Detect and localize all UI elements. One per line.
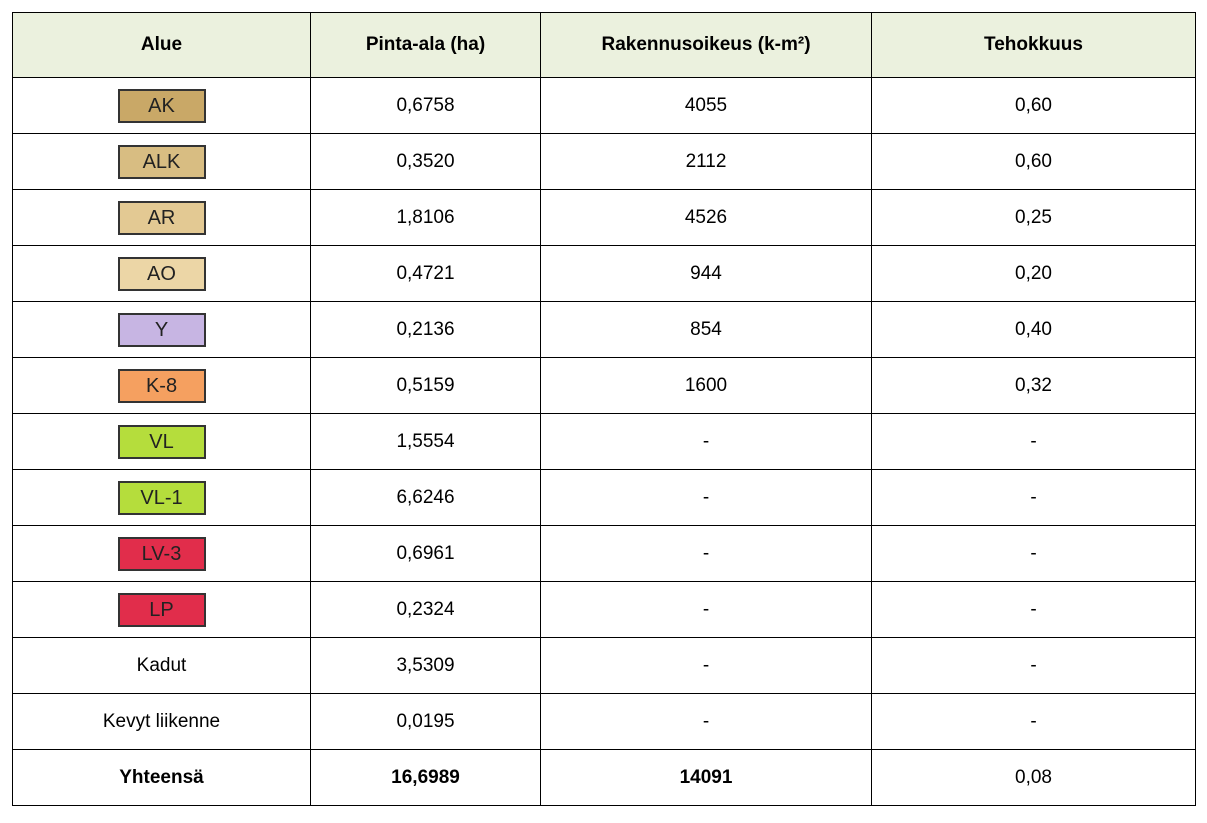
area-table: Alue Pinta-ala (ha) Rakennusoikeus (k-m²) T… (12, 12, 1196, 806)
value-cell: 4526 (540, 189, 872, 246)
header-cell: Tehokkuus (871, 12, 1196, 78)
header-cell: Pinta-ala (ha) (310, 12, 541, 78)
value-cell: 854 (540, 301, 872, 358)
value-cell: 1,5554 (310, 413, 541, 470)
area-cell: ALK (12, 133, 311, 190)
table-row: Kevyt liikenne 0,0195- - (12, 693, 1196, 750)
area-badge: VL (117, 424, 206, 459)
table-row: VL-1 6,6246- - (12, 469, 1196, 526)
area-badge: VL-1 (117, 480, 206, 515)
value-cell: 0,6758 (310, 77, 541, 134)
area-cell: Y (12, 301, 311, 358)
area-badge: AR (117, 200, 206, 235)
table-row: AR 1,8106 4526 0,25 (12, 189, 1196, 246)
table-header: Alue Pinta-ala (ha) Rakennusoikeus (k-m²) T… (12, 12, 1196, 78)
table-row: AO 0,4721 944 0,20 (12, 245, 1196, 302)
value-cell: 0,5159 (310, 357, 541, 414)
value-cell: - (871, 581, 1196, 638)
value-cell: 14091 (540, 749, 872, 806)
table-row: K-8 0,5159 1600 0,32 (12, 357, 1196, 414)
value-cell: 944 (540, 245, 872, 302)
value-cell: 4055 (540, 77, 872, 134)
area-cell: AK (12, 77, 311, 134)
value-cell: 0,60 (871, 77, 1196, 134)
table-row: Yhteensä 16,6989 14091 0,08 (12, 749, 1196, 806)
area-badge: LV-3 (117, 536, 206, 571)
value-cell: 0,6961 (310, 525, 541, 582)
area-badge: AO (117, 256, 206, 291)
area-cell: Kevyt liikenne (12, 693, 311, 750)
table-row: VL 1,5554- - (12, 413, 1196, 470)
value-cell: 1600 (540, 357, 872, 414)
area-badge: Y (117, 312, 206, 347)
value-cell: 0,0195 (310, 693, 541, 750)
header-cell: Alue (12, 12, 311, 78)
table-row: ALK 0,3520 2112 0,60 (12, 133, 1196, 190)
value-cell: - (871, 469, 1196, 526)
area-cell: K-8 (12, 357, 311, 414)
table-row: Y 0,2136 854 0,40 (12, 301, 1196, 358)
value-cell: 2112 (540, 133, 872, 190)
value-cell: - (871, 413, 1196, 470)
value-cell: - (871, 693, 1196, 750)
value-cell: - (871, 525, 1196, 582)
area-badge: ALK (117, 144, 206, 179)
area-cell: LP (12, 581, 311, 638)
table-body: AK 0,6758 4055 0,60 ALK 0,3520 2112 0,60 AR 1,810… (12, 77, 1196, 806)
value-cell: 0,08 (871, 749, 1196, 806)
area-badge: K-8 (117, 368, 206, 403)
value-cell: 0,32 (871, 357, 1196, 414)
value-cell: 0,3520 (310, 133, 541, 190)
value-cell: 3,5309 (310, 637, 541, 694)
value-cell: - (540, 413, 872, 470)
area-cell: VL-1 (12, 469, 311, 526)
value-cell: 6,6246 (310, 469, 541, 526)
area-badge: AK (117, 88, 206, 123)
table-row: LP 0,2324- - (12, 581, 1196, 638)
area-cell: VL (12, 413, 311, 470)
value-cell: 1,8106 (310, 189, 541, 246)
table-row: Kadut 3,5309- - (12, 637, 1196, 694)
value-cell: - (540, 525, 872, 582)
value-cell: - (871, 637, 1196, 694)
value-cell: - (540, 581, 872, 638)
value-cell: 0,60 (871, 133, 1196, 190)
header-row: Alue Pinta-ala (ha) Rakennusoikeus (k-m²) T… (12, 12, 1196, 78)
value-cell: 0,20 (871, 245, 1196, 302)
area-cell: AO (12, 245, 311, 302)
value-cell: 0,4721 (310, 245, 541, 302)
value-cell: 0,2324 (310, 581, 541, 638)
value-cell: - (540, 693, 872, 750)
area-cell: Kadut (12, 637, 311, 694)
table-row: AK 0,6758 4055 0,60 (12, 77, 1196, 134)
value-cell: - (540, 469, 872, 526)
header-cell: Rakennusoikeus (k-m²) (540, 12, 872, 78)
area-badge: LP (117, 592, 206, 627)
value-cell: - (540, 637, 872, 694)
area-cell: Yhteensä (12, 749, 311, 806)
area-cell: AR (12, 189, 311, 246)
value-cell: 16,6989 (310, 749, 541, 806)
value-cell: 0,25 (871, 189, 1196, 246)
value-cell: 0,40 (871, 301, 1196, 358)
table-row: LV-3 0,6961- - (12, 525, 1196, 582)
value-cell: 0,2136 (310, 301, 541, 358)
area-cell: LV-3 (12, 525, 311, 582)
